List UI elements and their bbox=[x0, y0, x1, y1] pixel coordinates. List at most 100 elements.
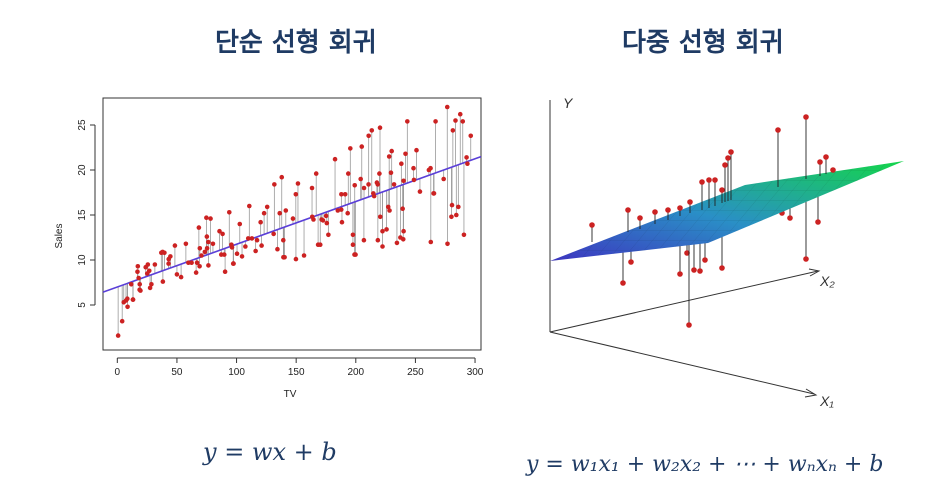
y-tick-label: 10 bbox=[77, 254, 88, 266]
data-point-3d bbox=[625, 207, 631, 213]
data-point bbox=[135, 264, 141, 269]
data-point bbox=[338, 207, 344, 212]
title-multiple-regression: 다중 선형 회귀 bbox=[622, 28, 784, 58]
data-point bbox=[332, 156, 338, 162]
data-point bbox=[377, 125, 383, 130]
data-point-3d bbox=[722, 162, 728, 168]
data-point bbox=[371, 193, 377, 199]
data-point bbox=[361, 185, 367, 191]
data-point bbox=[204, 215, 209, 220]
data-point bbox=[271, 231, 276, 237]
data-point bbox=[194, 260, 200, 266]
x1-axis-3d bbox=[549, 331, 815, 395]
data-point-3d bbox=[803, 114, 809, 120]
data-point bbox=[277, 210, 283, 216]
data-point bbox=[220, 231, 225, 237]
data-point bbox=[380, 228, 385, 234]
data-point bbox=[222, 269, 228, 275]
data-point bbox=[282, 254, 287, 260]
data-point bbox=[202, 249, 208, 255]
data-point bbox=[358, 176, 363, 182]
data-point bbox=[204, 234, 210, 239]
data-point-3d bbox=[691, 267, 697, 273]
data-point bbox=[221, 252, 227, 257]
data-point bbox=[136, 275, 141, 281]
data-point bbox=[456, 204, 461, 210]
data-point bbox=[295, 181, 301, 186]
data-point-3d bbox=[665, 207, 671, 213]
x-tick-label: 250 bbox=[407, 367, 424, 378]
data-point-3d bbox=[697, 268, 703, 274]
data-point bbox=[414, 147, 419, 153]
data-point bbox=[145, 262, 151, 267]
data-point bbox=[464, 155, 469, 160]
data-point bbox=[115, 333, 121, 338]
data-point bbox=[135, 269, 140, 275]
data-point bbox=[431, 191, 437, 196]
data-point bbox=[350, 232, 356, 238]
data-point bbox=[453, 118, 458, 123]
data-point-3d bbox=[702, 257, 708, 263]
data-point-3d bbox=[719, 187, 725, 193]
data-point-3d bbox=[775, 127, 781, 133]
data-point bbox=[172, 243, 178, 248]
data-point bbox=[147, 285, 153, 291]
data-point bbox=[237, 221, 243, 227]
data-point bbox=[130, 297, 136, 302]
data-point bbox=[391, 182, 397, 187]
data-point bbox=[405, 119, 410, 124]
data-point bbox=[204, 246, 210, 251]
data-point bbox=[196, 225, 202, 230]
data-point bbox=[366, 182, 371, 187]
data-point bbox=[290, 216, 296, 221]
data-point bbox=[386, 154, 392, 159]
data-point bbox=[247, 203, 252, 209]
data-point bbox=[339, 219, 345, 225]
data-point-3d bbox=[823, 154, 829, 160]
data-point bbox=[137, 282, 143, 287]
data-point bbox=[449, 202, 455, 208]
data-point bbox=[411, 165, 416, 171]
x1-arrowhead bbox=[804, 388, 818, 398]
data-point bbox=[348, 146, 353, 151]
data-point-3d bbox=[815, 219, 821, 225]
data-point bbox=[301, 253, 307, 258]
data-point bbox=[353, 252, 358, 257]
x-tick-label: 200 bbox=[347, 367, 364, 378]
data-point bbox=[149, 282, 154, 287]
data-point bbox=[400, 237, 406, 242]
data-point bbox=[178, 274, 184, 280]
data-point bbox=[320, 218, 326, 223]
data-point bbox=[293, 192, 299, 197]
data-point bbox=[309, 185, 315, 191]
data-point bbox=[125, 296, 130, 302]
data-point bbox=[380, 244, 385, 249]
data-point-3d bbox=[684, 250, 690, 256]
data-point bbox=[384, 227, 389, 232]
data-point bbox=[311, 217, 316, 222]
data-point-3d bbox=[817, 159, 823, 165]
data-point bbox=[183, 241, 189, 247]
data-point bbox=[433, 119, 438, 124]
data-point-3d bbox=[620, 280, 626, 286]
data-point bbox=[275, 246, 280, 252]
data-point bbox=[193, 270, 199, 275]
y-axis-label: Sales bbox=[54, 223, 65, 248]
data-point bbox=[387, 208, 392, 213]
data-point bbox=[199, 253, 204, 258]
data-point bbox=[450, 128, 456, 133]
x-tick-label: 300 bbox=[467, 367, 484, 378]
data-point bbox=[449, 214, 454, 220]
data-point bbox=[342, 192, 348, 197]
data-point bbox=[323, 213, 329, 219]
data-point bbox=[243, 244, 248, 249]
data-point bbox=[375, 182, 381, 187]
data-point bbox=[264, 204, 270, 210]
x1-axis-label-3d: X₁ bbox=[819, 393, 834, 409]
data-point bbox=[210, 241, 216, 247]
data-point bbox=[394, 240, 400, 246]
data-point bbox=[345, 171, 351, 176]
data-point bbox=[168, 254, 173, 259]
data-point bbox=[254, 237, 260, 243]
